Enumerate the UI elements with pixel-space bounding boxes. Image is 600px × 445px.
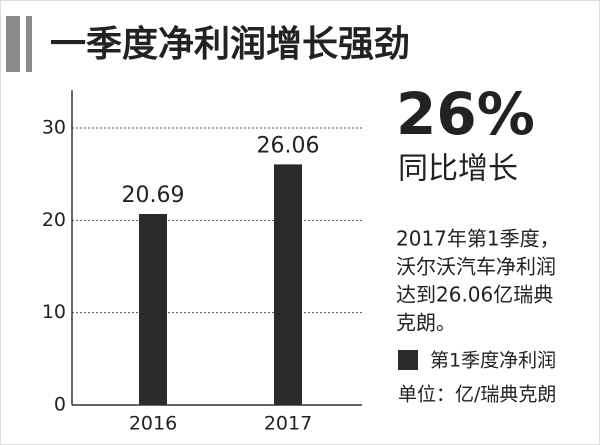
title-decoration [26, 16, 32, 72]
bar [139, 213, 167, 405]
note-line: 沃尔沃汽车净利润 [396, 255, 556, 279]
data-label: 20.69 [122, 183, 185, 208]
x-tick-label: 2016 [129, 413, 177, 435]
y-tick-label: 30 [42, 117, 66, 139]
note-line: 2017年第1季度， [396, 227, 560, 251]
y-tick-label: 20 [42, 209, 66, 231]
unit-label: 单位：亿/瑞典克朗 [398, 384, 556, 406]
title-decoration [6, 16, 20, 72]
subheadline: 同比增长 [398, 152, 518, 187]
y-tick-label: 0 [54, 394, 66, 416]
bar [274, 164, 302, 405]
note-line: 克朗。 [396, 311, 456, 335]
headline: 26% [396, 80, 535, 148]
chart-title: 一季度净利润增长强劲 [50, 24, 410, 65]
legend-swatch [398, 350, 418, 370]
note-line: 达到26.06亿瑞典 [396, 283, 553, 307]
x-tick-label: 2017 [264, 413, 312, 435]
data-label: 26.06 [257, 133, 320, 158]
legend-label: 第1季度净利润 [430, 350, 556, 372]
y-tick-label: 10 [42, 301, 66, 323]
